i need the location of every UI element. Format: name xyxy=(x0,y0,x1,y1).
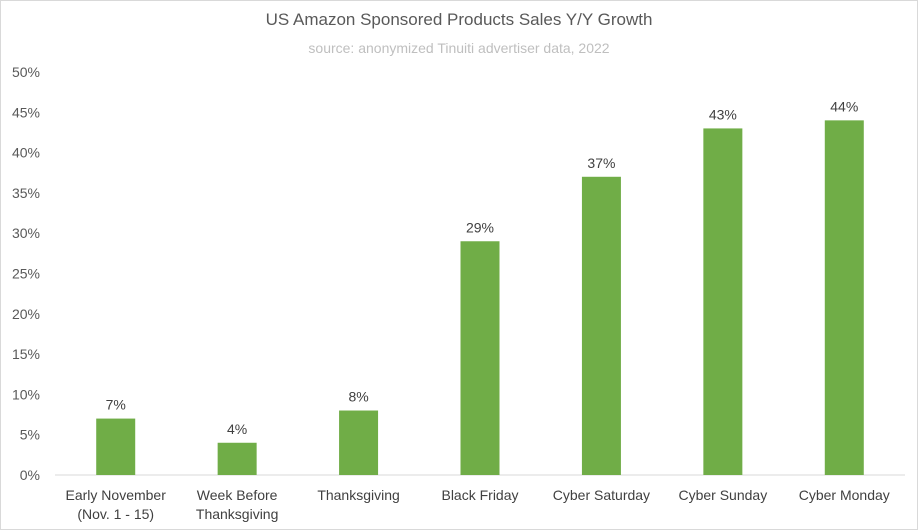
x-tick-label: Cyber Saturday xyxy=(553,487,650,503)
y-tick-label: 35% xyxy=(12,185,40,201)
bars xyxy=(96,120,864,476)
bar xyxy=(96,418,136,475)
y-tick-label: 25% xyxy=(12,266,40,282)
x-tick-label: Cyber Monday xyxy=(799,487,890,503)
bar xyxy=(581,176,621,475)
y-tick-label: 30% xyxy=(12,225,40,241)
data-label: 29% xyxy=(466,219,494,235)
data-label: 37% xyxy=(587,155,615,171)
bar xyxy=(339,410,379,475)
x-tick-label: (Nov. 1 - 15) xyxy=(77,506,154,522)
bar xyxy=(703,128,743,476)
bar xyxy=(460,241,500,475)
data-label: 4% xyxy=(227,421,247,437)
bar xyxy=(824,120,864,476)
y-tick-label: 40% xyxy=(12,145,40,161)
data-label: 8% xyxy=(348,389,368,405)
chart-title: US Amazon Sponsored Products Sales Y/Y G… xyxy=(265,10,653,29)
bar xyxy=(217,442,257,475)
x-tick-label: Black Friday xyxy=(441,487,518,503)
x-tick-label: Cyber Sunday xyxy=(678,487,767,503)
y-tick-label: 15% xyxy=(12,346,40,362)
data-labels: 7% 4% 8% 29% 37% 43% 44% xyxy=(106,98,859,436)
x-tick-label: Thanksgiving xyxy=(196,506,279,522)
data-label: 43% xyxy=(709,106,737,122)
x-tick-label: Early November xyxy=(66,487,167,503)
y-tick-label: 5% xyxy=(20,427,40,443)
x-tick-label: Thanksgiving xyxy=(317,487,400,503)
x-tick-label: Week Before xyxy=(197,487,278,503)
y-tick-label: 45% xyxy=(12,104,40,120)
data-label: 7% xyxy=(106,397,126,413)
data-label: 44% xyxy=(830,98,858,114)
x-axis: Early November (Nov. 1 - 15) Week Before Th… xyxy=(55,474,905,522)
y-axis: 0% 5% 10% 15% 20% 25% 30% 35% 40% 45% 50% xyxy=(12,64,40,483)
y-tick-label: 0% xyxy=(20,467,40,483)
y-tick-label: 10% xyxy=(12,386,40,402)
y-tick-label: 20% xyxy=(12,306,40,322)
y-tick-label: 50% xyxy=(12,64,40,80)
chart-subtitle: source: anonymized Tinuiti advertiser da… xyxy=(308,40,610,56)
